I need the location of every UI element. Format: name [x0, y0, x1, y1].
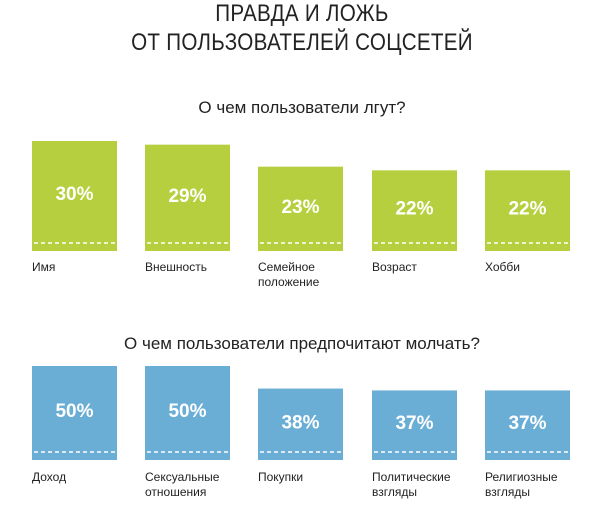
bar-0-3	[372, 170, 457, 251]
category-label-1-4: Религиозные взгляды	[485, 470, 558, 499]
category-label-1-3: Политические взгляды	[372, 470, 451, 499]
value-label-0-1: 29%	[168, 186, 206, 207]
value-label-0-0: 30%	[55, 184, 93, 205]
category-label-0-0: Имя	[32, 260, 56, 274]
page-title-line2: ОТ ПОЛЬЗОВАТЕЛЕЙ СОЦСЕТЕЙ	[131, 29, 473, 56]
bar-0-1	[145, 144, 230, 251]
value-label-0-4: 22%	[508, 199, 546, 220]
bar-0-2	[258, 166, 343, 251]
value-label-1-0: 50%	[55, 401, 93, 422]
category-label-0-2: Семейное положение	[258, 260, 320, 289]
category-label-1-0: Доход	[32, 470, 67, 484]
chart-title-silent: О чем пользователи предпочитают молчать?	[124, 334, 480, 353]
page-title-line1: ПРАВДА И ЛОЖЬ	[215, 0, 389, 27]
bar-1-2	[258, 388, 343, 460]
bar-1-0	[32, 366, 117, 460]
bar-1-1	[145, 366, 230, 460]
category-label-0-4: Хобби	[485, 260, 520, 274]
category-label-1-2: Покупки	[258, 470, 304, 484]
bar-1-4	[485, 390, 570, 460]
value-label-1-3: 37%	[395, 413, 433, 434]
bar-0-0	[32, 141, 117, 251]
bar-0-4	[485, 170, 570, 251]
value-label-1-4: 37%	[508, 413, 546, 434]
chart-silent: 50% 50% 38% 37% 37%	[32, 366, 570, 460]
category-label-1-1: Сексуальные отношения	[145, 470, 220, 499]
category-label-0-1: Внешность	[145, 260, 207, 274]
chart-lies: 30% 29% 23% 22% 22%	[32, 141, 570, 251]
value-label-1-2: 38%	[281, 412, 319, 433]
category-label-0-3: Возраст	[372, 260, 417, 274]
value-label-1-1: 50%	[168, 401, 206, 422]
bar-1-3	[372, 390, 457, 460]
value-label-0-3: 22%	[395, 199, 433, 220]
value-label-0-2: 23%	[281, 197, 319, 218]
chart-title-lies: О чем пользователи лгут?	[198, 98, 406, 117]
